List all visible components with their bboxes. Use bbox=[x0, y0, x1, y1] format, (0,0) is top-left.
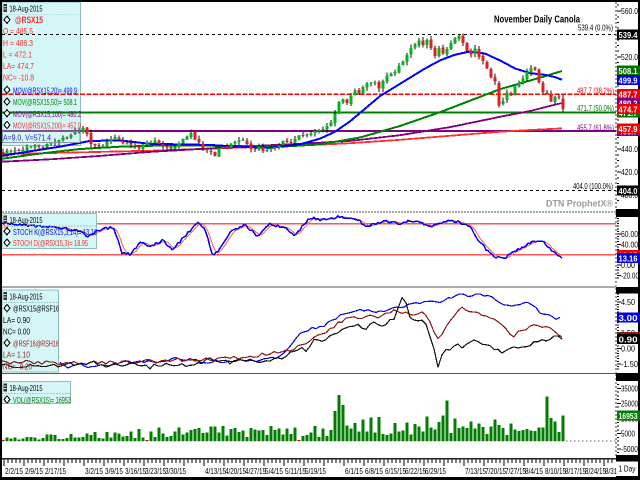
svg-text:5/11/15: 5/11/15 bbox=[285, 467, 306, 476]
svg-text:404.0 (100.0%): 404.0 (100.0%) bbox=[573, 181, 613, 191]
svg-text:457.9: 457.9 bbox=[619, 124, 638, 134]
svg-text:O = 485.5: O = 485.5 bbox=[3, 26, 33, 36]
svg-text:0.90: 0.90 bbox=[619, 335, 638, 345]
svg-text:3/2/15: 3/2/15 bbox=[85, 467, 103, 476]
svg-text:6/15/15: 6/15/15 bbox=[385, 467, 406, 476]
svg-text:6/1/15: 6/1/15 bbox=[345, 467, 363, 476]
svg-text:4/27/15: 4/27/15 bbox=[245, 467, 266, 476]
svg-text:H = 486.3: H = 486.3 bbox=[3, 38, 33, 48]
svg-text:-1.50: -1.50 bbox=[621, 359, 638, 369]
svg-text:539.4: 539.4 bbox=[619, 30, 638, 40]
svg-text:3.00: 3.00 bbox=[619, 313, 638, 323]
svg-text:STOCH D(@RSX15,3)= 18.95: STOCH D(@RSX15,3)= 18.95 bbox=[13, 238, 88, 248]
svg-text:6/8/15: 6/8/15 bbox=[365, 467, 383, 476]
svg-text:18-Aug-2015: 18-Aug-2015 bbox=[10, 292, 43, 302]
svg-text:560.0: 560.0 bbox=[621, 6, 638, 16]
svg-text:18-Aug-2015: 18-Aug-2015 bbox=[10, 4, 43, 14]
svg-text:0.00: 0.00 bbox=[621, 260, 635, 270]
svg-text:@RSX15@RSF16: @RSX15@RSF16 bbox=[13, 304, 59, 314]
svg-text:8/4/15: 8/4/15 bbox=[525, 467, 543, 476]
svg-text:@RSX15: @RSX15 bbox=[15, 15, 43, 25]
svg-text:18-Aug-2015: 18-Aug-2015 bbox=[10, 383, 43, 393]
svg-text:LA= 474.7: LA= 474.7 bbox=[3, 61, 34, 71]
svg-text:60.00: 60.00 bbox=[621, 229, 638, 239]
svg-text:420.0: 420.0 bbox=[621, 167, 638, 177]
svg-text:40.00: 40.00 bbox=[621, 239, 638, 249]
svg-text:404.0: 404.0 bbox=[619, 186, 638, 196]
svg-text:487.7 (38.2%): 487.7 (38.2%) bbox=[577, 86, 614, 96]
svg-text:4/13/15: 4/13/15 bbox=[205, 467, 226, 476]
svg-text:MOV(@RSX15,100)= 480.2: MOV(@RSX15,100)= 480.2 bbox=[13, 109, 81, 119]
svg-text:7/20/15: 7/20/15 bbox=[485, 467, 506, 476]
svg-text:471.7 (50.0%): 471.7 (50.0%) bbox=[577, 103, 614, 113]
svg-text:474.7: 474.7 bbox=[619, 105, 638, 115]
svg-text:LA= 0.90: LA= 0.90 bbox=[3, 315, 30, 325]
svg-text:539.4 (0.0%): 539.4 (0.0%) bbox=[578, 23, 613, 33]
svg-text:4.50: 4.50 bbox=[621, 297, 635, 307]
svg-text:508.1: 508.1 bbox=[619, 66, 638, 76]
svg-text:November Daily Canola: November Daily Canola bbox=[494, 15, 580, 26]
svg-text:4/20/15: 4/20/15 bbox=[225, 467, 246, 476]
svg-text:499.9: 499.9 bbox=[619, 76, 638, 86]
svg-text:16953: 16953 bbox=[619, 411, 638, 421]
svg-text:DTN ProphetX®: DTN ProphetX® bbox=[546, 199, 613, 210]
svg-text:NC= 0.00: NC= 0.00 bbox=[3, 327, 30, 337]
svg-text:8/10/15: 8/10/15 bbox=[545, 467, 566, 476]
svg-text:3/30/15: 3/30/15 bbox=[165, 467, 186, 476]
svg-text:3/16/15: 3/16/15 bbox=[125, 467, 146, 476]
svg-text:NC= -0.20: NC= -0.20 bbox=[3, 361, 32, 371]
svg-text:1 Day: 1 Day bbox=[619, 464, 637, 474]
svg-text:6/22/15: 6/22/15 bbox=[405, 467, 426, 476]
svg-text:480.2: 480.2 bbox=[619, 98, 638, 108]
svg-text:5/4/15: 5/4/15 bbox=[265, 467, 283, 476]
svg-text:487.7: 487.7 bbox=[619, 90, 638, 100]
svg-text:5/19/15: 5/19/15 bbox=[305, 467, 326, 476]
svg-text:MOV(@RSX15,200)= 457.9: MOV(@RSX15,200)= 457.9 bbox=[13, 121, 81, 131]
svg-text:STOCH K(@RSX15,3,14)= 13.16: STOCH K(@RSX15,3,14)= 13.16 bbox=[13, 227, 97, 237]
svg-text:440.0: 440.0 bbox=[621, 144, 638, 154]
svg-text:8/17/15: 8/17/15 bbox=[565, 467, 586, 476]
svg-text:6/29/15: 6/29/15 bbox=[425, 467, 446, 476]
svg-text:NC= -10.8: NC= -10.8 bbox=[3, 73, 34, 83]
svg-text:2/2/15: 2/2/15 bbox=[5, 467, 23, 476]
svg-text:2/17/15: 2/17/15 bbox=[45, 467, 66, 476]
svg-text:@RSF16@RSH16: @RSF16@RSH16 bbox=[13, 338, 59, 348]
svg-text:MOV(@RSX15,50)= 508.1: MOV(@RSX15,50)= 508.1 bbox=[13, 97, 77, 107]
svg-text:13.16: 13.16 bbox=[619, 254, 638, 264]
svg-text:LA= 1.10: LA= 1.10 bbox=[3, 350, 30, 360]
svg-text:VOL(@RSX15)= 16953: VOL(@RSX15)= 16953 bbox=[13, 395, 71, 405]
svg-text:-5000: -5000 bbox=[621, 444, 638, 454]
svg-text:18-Aug-2015: 18-Aug-2015 bbox=[10, 215, 43, 225]
svg-text:2/9/15: 2/9/15 bbox=[25, 467, 43, 476]
svg-text:8/31/15: 8/31/15 bbox=[605, 467, 626, 476]
svg-text:-20.00: -20.00 bbox=[621, 270, 639, 280]
svg-text:7/13/15: 7/13/15 bbox=[465, 467, 486, 476]
svg-text:7/27/15: 7/27/15 bbox=[505, 467, 526, 476]
svg-text:25000: 25000 bbox=[621, 398, 638, 408]
svg-text:455.7 (61.8%): 455.7 (61.8%) bbox=[577, 122, 614, 132]
svg-text:3/9/15: 3/9/15 bbox=[105, 467, 123, 476]
svg-text:0.00: 0.00 bbox=[621, 343, 635, 353]
svg-text:L = 472.1: L = 472.1 bbox=[3, 49, 32, 59]
svg-text:A=9.0, V=571.4: A=9.0, V=571.4 bbox=[3, 132, 51, 142]
svg-text:520.0: 520.0 bbox=[621, 52, 638, 62]
svg-text:5000: 5000 bbox=[621, 429, 635, 439]
svg-text:8/24/15: 8/24/15 bbox=[585, 467, 606, 476]
svg-text:3/23/15: 3/23/15 bbox=[145, 467, 166, 476]
svg-text:35000: 35000 bbox=[621, 383, 638, 393]
svg-text:MOV(@RSX15,20)= 499.9: MOV(@RSX15,20)= 499.9 bbox=[13, 85, 77, 95]
